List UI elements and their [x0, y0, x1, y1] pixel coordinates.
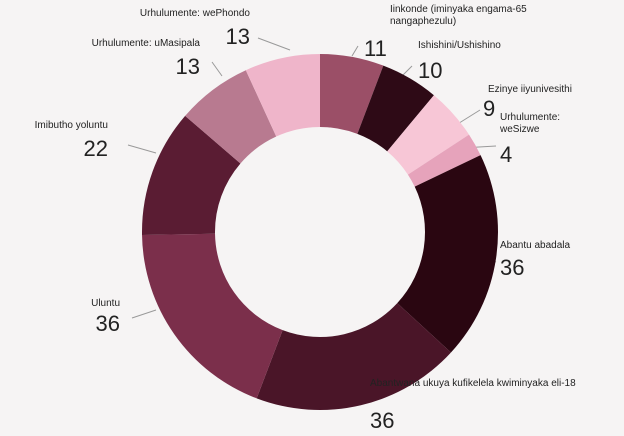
leader-line	[257, 37, 291, 51]
leader-line	[131, 309, 157, 319]
segment-label: Urhulumente: uMasipala	[91, 38, 200, 49]
leader-line	[211, 61, 223, 77]
segment-label: Abantwana ukuya kufikelela kwiminyaka el…	[370, 378, 576, 389]
donut-segment	[185, 70, 277, 164]
donut-segment	[357, 65, 434, 152]
segment-label: Ishishini/Ushishino	[418, 40, 501, 51]
segment-value: 11	[364, 36, 387, 61]
donut-segment	[397, 155, 498, 353]
segment-value: 36	[500, 255, 525, 280]
segment-label: Ezinye iiyunivesithi	[488, 84, 572, 95]
donut-segment	[320, 54, 384, 134]
segment-label: Abantu abadala	[500, 240, 571, 251]
leader-line	[351, 45, 359, 57]
donut-segment	[245, 54, 320, 137]
donut-segment	[256, 303, 451, 411]
segment-label: Uluntu	[91, 298, 120, 309]
donut-segment	[407, 134, 481, 187]
segment-value: 36	[370, 408, 395, 433]
segment-label: Urhulumente: weSizwe	[500, 112, 561, 135]
segment-label: Iinkonde (iminyaka engama-65 nangaphezul…	[390, 4, 527, 27]
segment-value: 10	[418, 58, 443, 83]
segment-label: Imibutho yoluntu	[34, 120, 108, 131]
segment-value: 13	[175, 54, 200, 79]
donut-segment	[142, 233, 283, 399]
segment-value: 13	[225, 24, 250, 49]
segment-value: 22	[83, 136, 108, 161]
donut-segment	[387, 95, 470, 175]
segment-value: 4	[500, 142, 513, 167]
segment-value: 9	[483, 96, 496, 121]
leader-line	[127, 144, 157, 154]
segment-label: Urhulumente: wePhondo	[139, 8, 250, 19]
donut-segment	[142, 115, 241, 235]
segment-value: 36	[95, 311, 120, 336]
